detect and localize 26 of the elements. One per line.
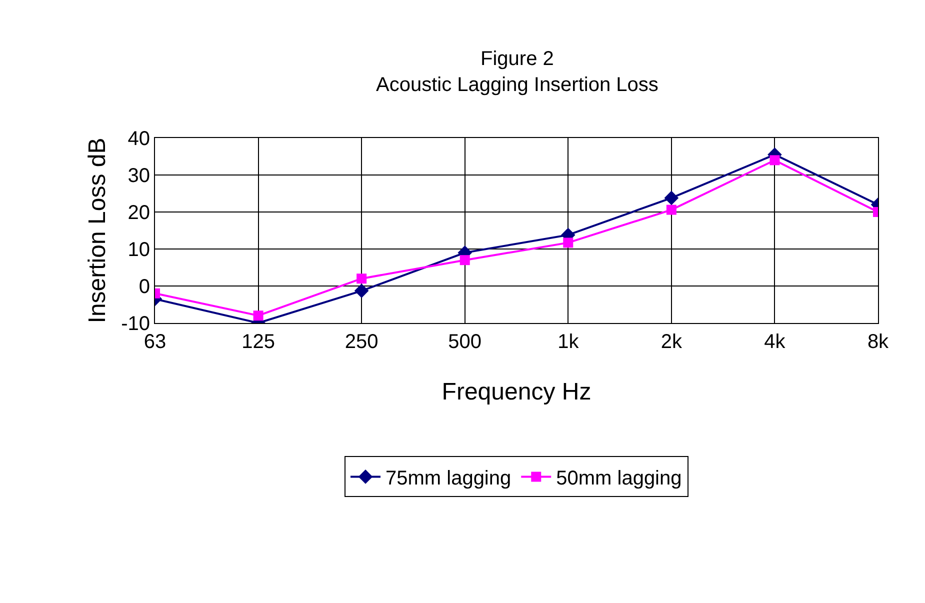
point xyxy=(460,255,470,266)
y-tick-label: 10 xyxy=(128,239,150,261)
x-tick-label: 1k xyxy=(558,331,580,353)
chart-subtitle: Acoustic Lagging Insertion Loss xyxy=(376,74,658,96)
legend-label: 75mm lagging xyxy=(386,468,512,490)
point xyxy=(356,274,367,284)
x-tick-label: 4k xyxy=(764,331,786,353)
x-tick-label: 2k xyxy=(660,331,683,353)
y-tick-label: 0 xyxy=(138,276,150,298)
point xyxy=(563,238,574,248)
point xyxy=(354,284,369,298)
chart-title: Figure 2 xyxy=(480,48,554,70)
point xyxy=(666,204,676,215)
y-tick-label: 20 xyxy=(128,202,150,224)
point xyxy=(253,310,264,321)
y-tick-label: 30 xyxy=(128,165,150,187)
x-axis-title: Frequency Hz xyxy=(442,378,592,406)
x-tick-label: 8k xyxy=(867,331,890,353)
x-tick-label: 125 xyxy=(242,331,275,353)
point xyxy=(770,155,780,166)
point xyxy=(664,190,679,206)
y-tick-label: 40 xyxy=(128,128,150,150)
y-axis-title: Insertion Loss dB xyxy=(84,138,112,324)
x-tick-label: 250 xyxy=(344,331,378,353)
x-tick-label: 500 xyxy=(448,331,482,353)
legend-label: 50mm lagging xyxy=(556,468,682,490)
